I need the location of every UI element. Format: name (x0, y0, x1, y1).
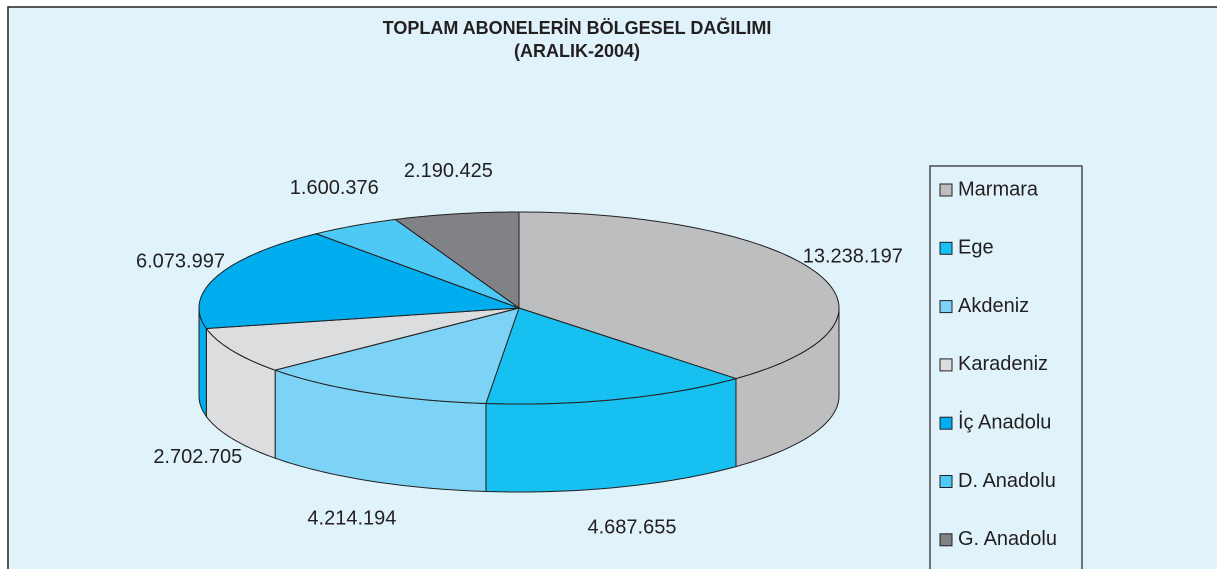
legend-swatch (939, 475, 953, 488)
legend-swatch (939, 533, 953, 547)
legend-swatch (939, 416, 953, 430)
legend-swatch (939, 183, 953, 197)
data-label: 4.687.655 (588, 516, 677, 538)
data-label: 13.238.197 (803, 246, 903, 268)
pie-slice (394, 211, 520, 309)
pie-slice (518, 211, 840, 380)
legend-box (929, 165, 1083, 569)
chart-subtitle: (ARALIK-2004) (514, 41, 640, 61)
pie-slice (273, 307, 520, 404)
legend-label: Marmara (958, 178, 1039, 200)
legend-label: Ege (958, 237, 994, 259)
pie-slice (485, 307, 738, 405)
data-label: 4.214.194 (307, 507, 396, 529)
pie-slice (314, 218, 520, 309)
data-label: 2.702.705 (153, 446, 242, 468)
legend-label: D. Anadolu (958, 470, 1056, 492)
legend-label: İç Anadolu (958, 410, 1051, 433)
legend-label: Karadeniz (958, 353, 1048, 375)
data-label: 6.073.997 (136, 251, 225, 273)
pie-slice (198, 233, 520, 330)
data-label: 1.600.376 (290, 177, 379, 199)
legend-swatch (939, 241, 953, 255)
chart-title: TOPLAM ABONELERİN BÖLGESEL DAĞILIMI (383, 17, 772, 38)
legend-label: G. Anadolu (958, 528, 1057, 550)
legend-label: Akdeniz (958, 295, 1029, 317)
data-label: 2.190.425 (404, 160, 493, 182)
legend-swatch (939, 300, 953, 314)
legend-swatch (939, 358, 953, 372)
